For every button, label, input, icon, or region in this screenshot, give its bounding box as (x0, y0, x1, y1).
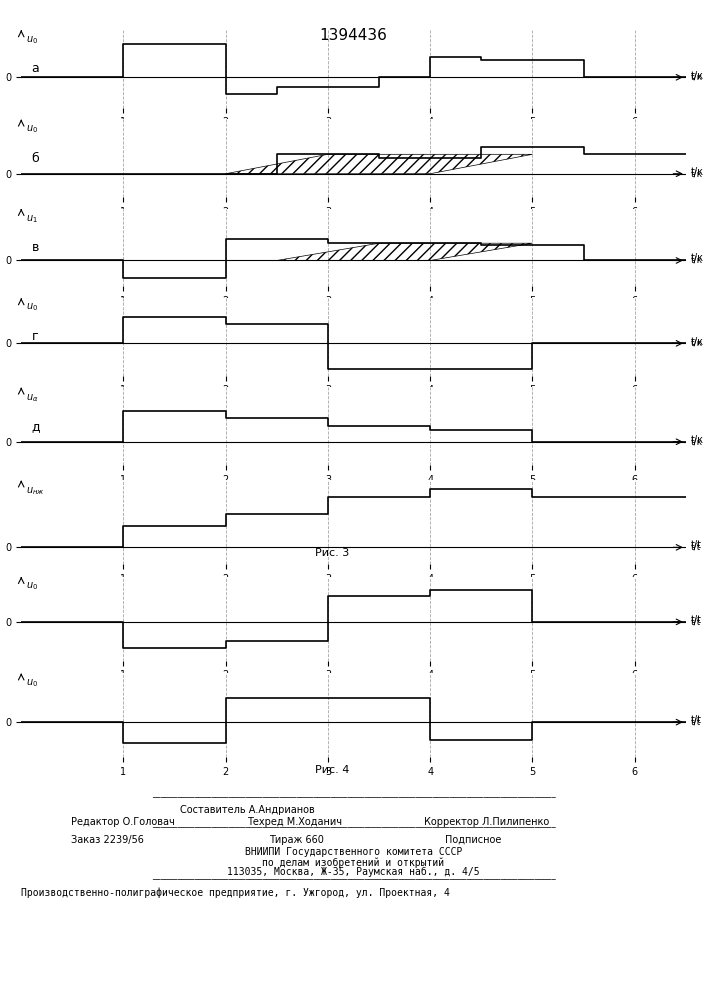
Text: Рис. 4: Рис. 4 (315, 765, 349, 775)
Text: $u_0$: $u_0$ (26, 677, 38, 689)
Text: Корректор Л.Пилипенко: Корректор Л.Пилипенко (424, 817, 549, 827)
Text: Производственно-полиграфическое предприятие, г. Ужгород, ул. Проектная, 4: Производственно-полиграфическое предприя… (21, 888, 450, 898)
Text: Техред М.Ходанич: Техред М.Ходанич (247, 817, 342, 827)
Text: t/к: t/к (691, 169, 703, 178)
Text: б: б (32, 152, 39, 165)
Text: Заказ 2239/56: Заказ 2239/56 (71, 835, 144, 845)
Text: t/t: t/t (691, 617, 701, 626)
Text: t/t: t/t (691, 540, 702, 550)
Text: t/к: t/к (691, 437, 703, 446)
Text: t/t: t/t (691, 543, 701, 552)
Text: t/к: t/к (691, 337, 704, 347)
Text: t/к: t/к (691, 339, 703, 348)
Text: $u_\alpha$: $u_\alpha$ (26, 392, 39, 404)
Text: д: д (31, 420, 40, 433)
Text: t/к: t/к (691, 71, 704, 81)
Text: по делам изобретений и открытий: по делам изобретений и открытий (262, 857, 445, 867)
Text: t/t: t/t (691, 715, 702, 725)
Text: $u_1$: $u_1$ (26, 213, 38, 225)
Text: t/к: t/к (691, 253, 704, 263)
Text: $u_{нж}$: $u_{нж}$ (26, 486, 45, 497)
Text: t/t: t/t (691, 615, 702, 625)
Text: в: в (32, 241, 39, 254)
Text: 1394436: 1394436 (320, 28, 387, 43)
Text: $u_0$: $u_0$ (26, 580, 38, 592)
Text: г: г (32, 330, 39, 343)
Text: Рис. 3: Рис. 3 (315, 548, 349, 558)
Text: Редактор О.Головач: Редактор О.Головач (71, 817, 175, 827)
Text: ────────────────────────────────────────────────────────────────────────────────: ────────────────────────────────────────… (151, 825, 556, 831)
Text: Подписное: Подписное (445, 835, 502, 845)
Text: ────────────────────────────────────────────────────────────────────────────────: ────────────────────────────────────────… (151, 795, 556, 801)
Text: $u_0$: $u_0$ (26, 302, 38, 313)
Text: Составитель А.Андрианов: Составитель А.Андрианов (180, 805, 315, 815)
Text: $u_0$: $u_0$ (26, 34, 38, 46)
Text: t/к: t/к (691, 435, 704, 445)
Text: t/t: t/t (691, 718, 701, 727)
Text: Тираж 660: Тираж 660 (269, 835, 324, 845)
Text: t/к: t/к (691, 73, 703, 82)
Text: t/к: t/к (691, 167, 704, 177)
Text: $u_0$: $u_0$ (26, 124, 38, 135)
Text: ────────────────────────────────────────────────────────────────────────────────: ────────────────────────────────────────… (151, 877, 556, 883)
Text: ВНИИПИ Государственного комитета СССР: ВНИИПИ Государственного комитета СССР (245, 847, 462, 857)
Text: 113035, Москва, Ж-35, Раумская наб., д. 4/5: 113035, Москва, Ж-35, Раумская наб., д. … (227, 867, 480, 877)
Text: t/к: t/к (691, 256, 703, 265)
Text: а: а (32, 62, 39, 75)
